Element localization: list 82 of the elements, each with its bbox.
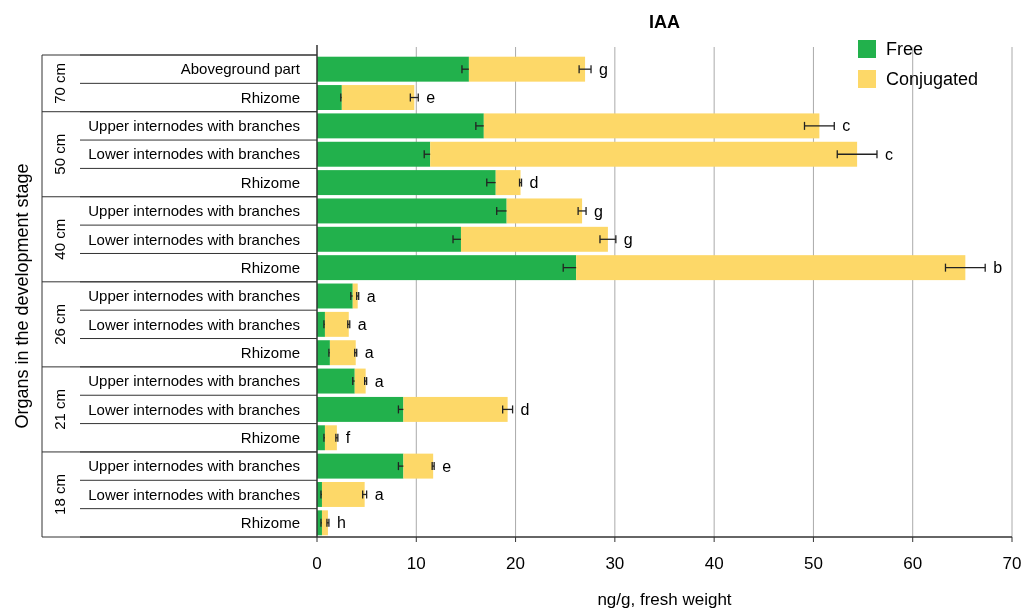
bar bbox=[317, 453, 404, 479]
data-label: f bbox=[345, 429, 351, 447]
bar bbox=[321, 482, 365, 507]
bar bbox=[324, 425, 337, 451]
data-label: c bbox=[842, 117, 851, 135]
data-label: e bbox=[442, 457, 452, 475]
x-tick-label: 0 bbox=[312, 553, 322, 573]
bar bbox=[576, 255, 966, 281]
bar bbox=[430, 141, 858, 167]
y-tick-label: Upper internodes with branches bbox=[88, 457, 300, 475]
bar bbox=[403, 453, 434, 479]
legend-label: Free bbox=[886, 39, 924, 60]
x-tick-label: 60 bbox=[903, 553, 923, 573]
y-tick-label: Rhizome bbox=[240, 343, 300, 361]
y-tick-label: Upper internodes with branches bbox=[88, 372, 300, 390]
bar bbox=[352, 283, 358, 309]
bar bbox=[324, 311, 349, 337]
bar bbox=[495, 170, 521, 196]
data-label: a bbox=[374, 486, 384, 504]
data-label: d bbox=[520, 401, 530, 419]
bar bbox=[317, 198, 507, 224]
bar bbox=[317, 340, 330, 366]
y-tick-label: Lower internodes with branches bbox=[88, 485, 300, 503]
bar bbox=[317, 396, 404, 422]
y-tick-label: Rhizome bbox=[240, 258, 300, 276]
bar bbox=[317, 255, 577, 281]
bar bbox=[483, 113, 820, 139]
data-label: a bbox=[374, 372, 384, 390]
bar bbox=[317, 170, 496, 196]
text: 21 cm bbox=[51, 388, 69, 430]
y-axis-title: Organs in the development stage bbox=[12, 163, 33, 429]
x-tick-label: 70 bbox=[1002, 553, 1022, 573]
y-tick-label: Lower internodes with branches bbox=[88, 230, 300, 248]
data-label: h bbox=[336, 514, 346, 532]
bar bbox=[317, 368, 355, 394]
text: 26 cm bbox=[51, 303, 69, 345]
bar bbox=[317, 141, 431, 167]
x-tick-label: 20 bbox=[506, 553, 526, 573]
bar bbox=[403, 396, 508, 422]
bar bbox=[317, 283, 353, 309]
y-tick-label: Rhizome bbox=[240, 514, 300, 532]
text: 70 cm bbox=[51, 62, 69, 104]
x-tick-label: 40 bbox=[704, 553, 724, 573]
data-label: a bbox=[357, 315, 367, 333]
data-label: e bbox=[426, 89, 436, 107]
y-tick-label: Lower internodes with branches bbox=[88, 145, 300, 163]
bar bbox=[329, 340, 356, 366]
y-tick-label: Aboveground part bbox=[180, 60, 301, 78]
y-tick-label: Rhizome bbox=[240, 173, 300, 191]
y-tick-label: Upper internodes with branches bbox=[88, 117, 300, 135]
data-label: d bbox=[529, 174, 539, 192]
y-tick-label: Rhizome bbox=[240, 429, 300, 447]
data-label: g bbox=[594, 202, 603, 220]
text: 18 cm bbox=[51, 474, 69, 515]
bar bbox=[354, 368, 366, 394]
text: 50 cm bbox=[51, 133, 69, 175]
bar bbox=[468, 56, 586, 82]
x-tick-label: 50 bbox=[803, 553, 823, 573]
bar bbox=[506, 198, 583, 224]
data-label: g bbox=[623, 230, 633, 248]
bar bbox=[317, 226, 461, 252]
text: 40 cm bbox=[51, 218, 69, 260]
bar bbox=[317, 113, 484, 139]
bar bbox=[317, 56, 469, 82]
bar bbox=[317, 85, 342, 110]
x-axis-title: ng/g, fresh weight bbox=[597, 590, 732, 609]
data-label: a bbox=[366, 287, 376, 305]
y-tick-label: Lower internodes with branches bbox=[88, 400, 300, 418]
data-label: a bbox=[364, 344, 374, 362]
y-tick-label: Rhizome bbox=[240, 88, 300, 106]
data-label: c bbox=[884, 145, 893, 163]
y-tick-label: Lower internodes with branches bbox=[88, 315, 300, 333]
data-label: b bbox=[993, 259, 1003, 277]
data-label: g bbox=[599, 60, 608, 78]
legend-label: Conjugated bbox=[886, 69, 979, 90]
x-tick-label: 30 bbox=[605, 553, 625, 573]
bar bbox=[341, 85, 415, 110]
y-tick-label: Upper internodes with branches bbox=[88, 287, 300, 305]
chart-title: IAA bbox=[649, 12, 680, 32]
bar bbox=[460, 226, 608, 252]
x-tick-label: 10 bbox=[406, 553, 426, 573]
y-tick-label: Upper internodes with branches bbox=[88, 202, 300, 220]
